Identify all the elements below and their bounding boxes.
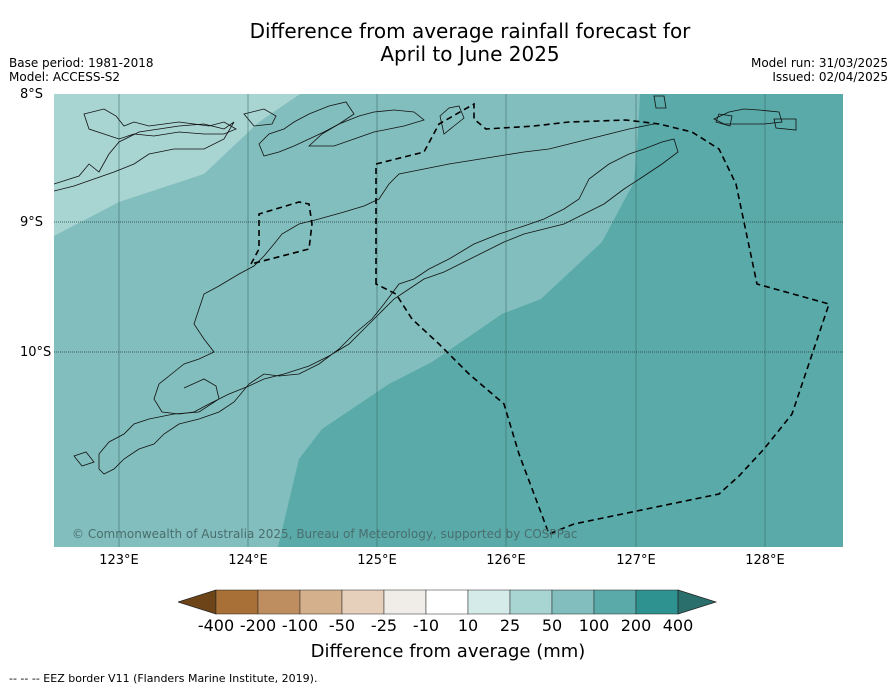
legend-tick-label: -400 <box>197 616 235 635</box>
legend-cell <box>635 589 679 615</box>
lat-label-10s: 10°S <box>20 345 52 360</box>
zone-100-200 <box>278 94 843 547</box>
legend-tick-label: 100 <box>578 616 610 635</box>
legend-cells <box>178 589 718 615</box>
chart-title: Difference from average rainfall forecas… <box>0 20 896 66</box>
lat-label-8s: 8°S <box>20 87 44 102</box>
base-period: Base period: 1981-2018 <box>9 56 154 70</box>
legend-tick-label: 50 <box>541 616 563 635</box>
eez-border <box>249 102 831 536</box>
legend-arrow-high <box>677 589 718 615</box>
legend-cell <box>257 589 301 615</box>
legend-tick-label: 200 <box>620 616 652 635</box>
lon-label-127e: 127°E <box>616 553 656 568</box>
color-legend <box>178 589 718 615</box>
legend-cell <box>299 589 343 615</box>
timor-north-coast <box>98 138 679 475</box>
legend-tick-label: 25 <box>499 616 521 635</box>
legend-title: Difference from average (mm) <box>310 641 586 662</box>
legend-cell <box>593 589 637 615</box>
legend-cell <box>341 589 385 615</box>
meridians <box>118 94 766 547</box>
legend-cell <box>425 589 469 615</box>
legend-cell <box>509 589 553 615</box>
lon-label-126e: 126°E <box>486 553 526 568</box>
coastlines <box>54 95 797 475</box>
legend-tick-label: -50 <box>328 616 356 635</box>
title-line-1: Difference from average rainfall forecas… <box>249 19 691 43</box>
lat-label-9s: 9°S <box>20 215 44 230</box>
flores-coast <box>54 121 235 192</box>
legend-cell <box>383 589 427 615</box>
lon-label-125e: 125°E <box>357 553 397 568</box>
islet-1 <box>243 108 277 127</box>
wetar-coast <box>307 109 425 147</box>
issued-date: Issued: 02/04/2025 <box>772 70 888 84</box>
legend-tick-label: 400 <box>662 616 694 635</box>
babar-coast <box>713 108 783 125</box>
lon-label-124e: 124°E <box>228 553 268 568</box>
legend-cell <box>467 589 511 615</box>
eez-oecusse <box>249 201 313 266</box>
zone-10-25 <box>54 94 300 236</box>
lon-label-123e: 123°E <box>99 553 139 568</box>
islet-5 <box>715 113 733 127</box>
legend-arrow-low <box>178 589 217 615</box>
legend-tick-label: -25 <box>370 616 398 635</box>
model-run: Model run: 31/03/2025 <box>750 56 888 70</box>
atauro-coast <box>258 101 355 157</box>
alor-coast <box>83 108 237 140</box>
eez-timor-leste <box>375 102 831 536</box>
meta-right: Model run: 31/03/2025 Issued: 02/04/2025 <box>751 56 888 84</box>
rote-coast <box>73 451 95 467</box>
parallels <box>54 221 843 353</box>
islet-4 <box>773 118 797 131</box>
title-line-2: April to June 2025 <box>380 42 560 66</box>
lon-label-128e: 128°E <box>745 553 785 568</box>
eez-footnote: -- -- -- EEZ border V11 (Flanders Marine… <box>9 672 318 685</box>
legend-cell <box>551 589 595 615</box>
islet-3 <box>653 95 667 109</box>
legend-tick-label: -200 <box>239 616 277 635</box>
meta-left: Base period: 1981-2018 Model: ACCESS-S2 <box>9 56 154 84</box>
legend-tick-label: -10 <box>412 616 440 635</box>
islet-2 <box>439 105 465 135</box>
legend-tick-label: -100 <box>281 616 319 635</box>
copyright-notice: © Commonwealth of Australia 2025, Bureau… <box>72 527 578 541</box>
legend-tick-label: 10 <box>457 616 479 635</box>
timor-south-coast <box>153 123 655 415</box>
legend-cell <box>215 589 259 615</box>
model-name: Model: ACCESS-S2 <box>9 70 121 84</box>
forecast-map <box>54 94 843 547</box>
